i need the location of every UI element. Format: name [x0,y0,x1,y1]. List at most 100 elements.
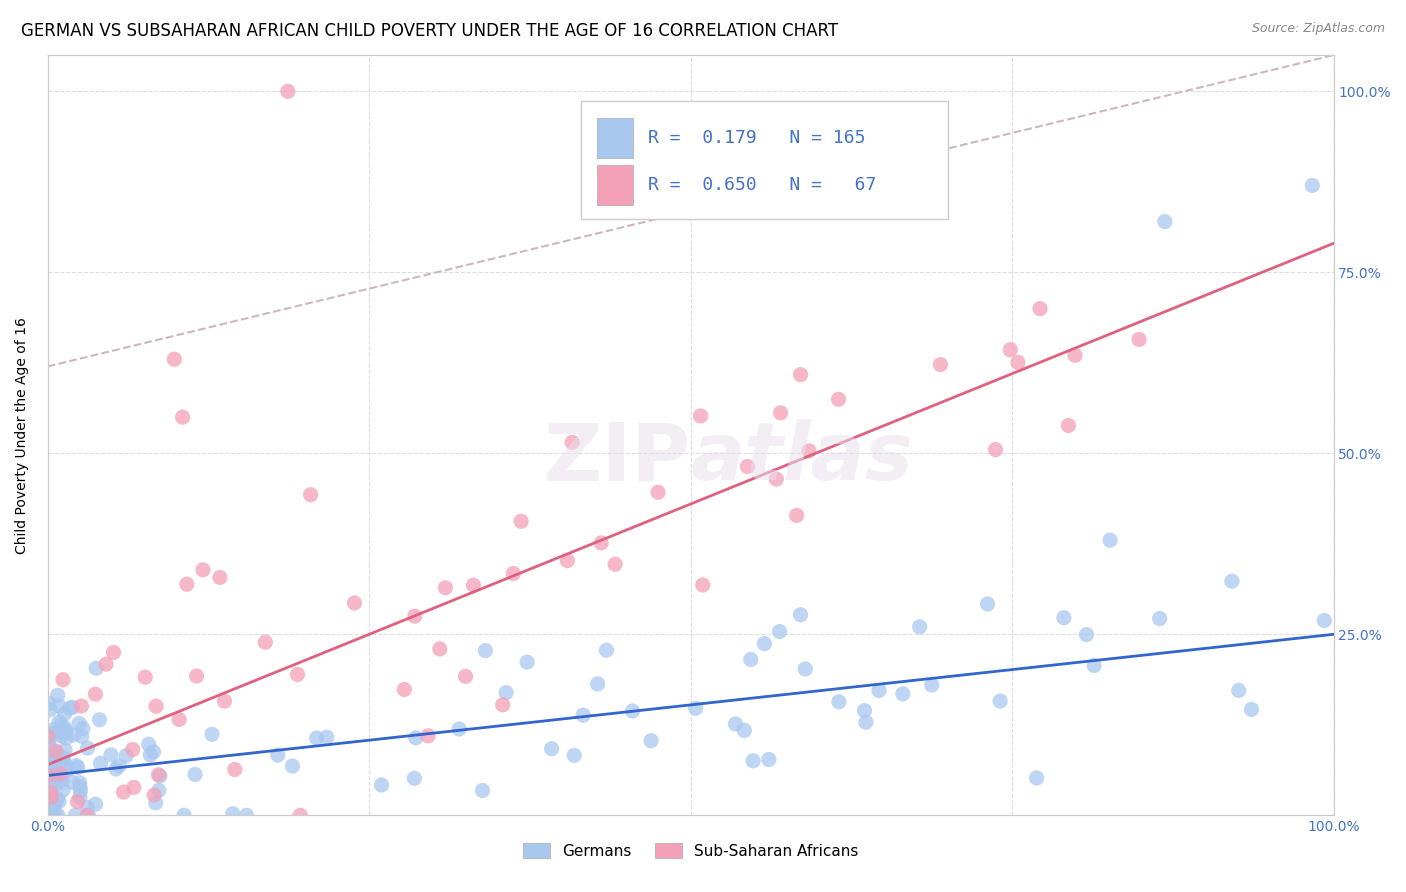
Point [44,766,66,780]
Point [404,609,426,624]
Point [69,790,91,805]
Point [789,607,811,622]
Point [474,643,496,657]
Point [984,442,1007,457]
Point [449,722,471,736]
Point [557,553,579,567]
Point [1227,683,1250,698]
Point [167,713,190,727]
Point [121,742,143,756]
Point [768,624,790,639]
Point [44,744,66,758]
Point [39,766,62,780]
Point [100,747,122,762]
Point [37,737,59,751]
Point [572,708,595,723]
Point [41,806,63,821]
Point [134,670,156,684]
Point [315,730,337,744]
Point [39,746,62,760]
Point [254,635,277,649]
Point [471,783,494,797]
Point [290,808,312,822]
Point [1029,301,1052,316]
Point [689,409,711,423]
Point [53,743,76,757]
Point [176,577,198,591]
Point [70,730,93,744]
Point [60,775,83,789]
Point [45,744,67,758]
Point [53,723,76,738]
Text: GERMAN VS SUBSAHARAN AFRICAN CHILD POVERTY UNDER THE AGE OF 16 CORRELATION CHART: GERMAN VS SUBSAHARAN AFRICAN CHILD POVER… [21,22,838,40]
Point [1076,627,1098,641]
Point [827,392,849,407]
Point [44,797,66,811]
Point [41,790,63,805]
Point [891,687,914,701]
Point [52,673,75,687]
Point [66,760,89,774]
Point [37,808,59,822]
Point [621,704,644,718]
Point [38,743,60,757]
Point [502,566,524,581]
Point [758,752,780,766]
Point [37,795,59,809]
Point [69,783,91,797]
Point [44,808,66,822]
Point [55,731,77,745]
Point [988,694,1011,708]
Point [103,645,125,659]
Point [208,570,231,584]
Point [138,737,160,751]
Point [1149,611,1171,625]
Point [44,764,66,778]
Point [37,785,59,799]
Point [516,655,538,669]
Point [44,808,66,822]
Point [765,472,787,486]
Point [39,702,62,716]
Point [37,757,59,772]
Point [603,558,626,572]
Text: atlas: atlas [690,419,914,497]
Point [72,722,94,736]
Point [49,729,72,743]
Point [754,637,776,651]
FancyBboxPatch shape [581,101,948,219]
Point [48,698,70,713]
Point [49,772,72,787]
Point [55,725,77,739]
Point [53,720,76,734]
Point [305,731,328,745]
Point [37,757,59,772]
Point [976,597,998,611]
Point [41,801,63,815]
Point [201,727,224,741]
Point [65,808,87,822]
Point [37,778,59,792]
Point [89,713,111,727]
Point [42,759,65,773]
Point [37,769,59,783]
Point [222,806,245,821]
Point [163,352,186,367]
Point [38,772,60,787]
Point [37,730,59,744]
Point [769,406,792,420]
Point [510,514,533,528]
Point [929,358,952,372]
Point [84,797,107,812]
Point [786,508,808,523]
Point [1053,611,1076,625]
Point [789,368,811,382]
Point [463,578,485,592]
Point [1301,178,1323,193]
Point [540,741,562,756]
Point [69,780,91,794]
Point [191,563,214,577]
Point [828,695,851,709]
Point [224,763,246,777]
Point [37,767,59,781]
